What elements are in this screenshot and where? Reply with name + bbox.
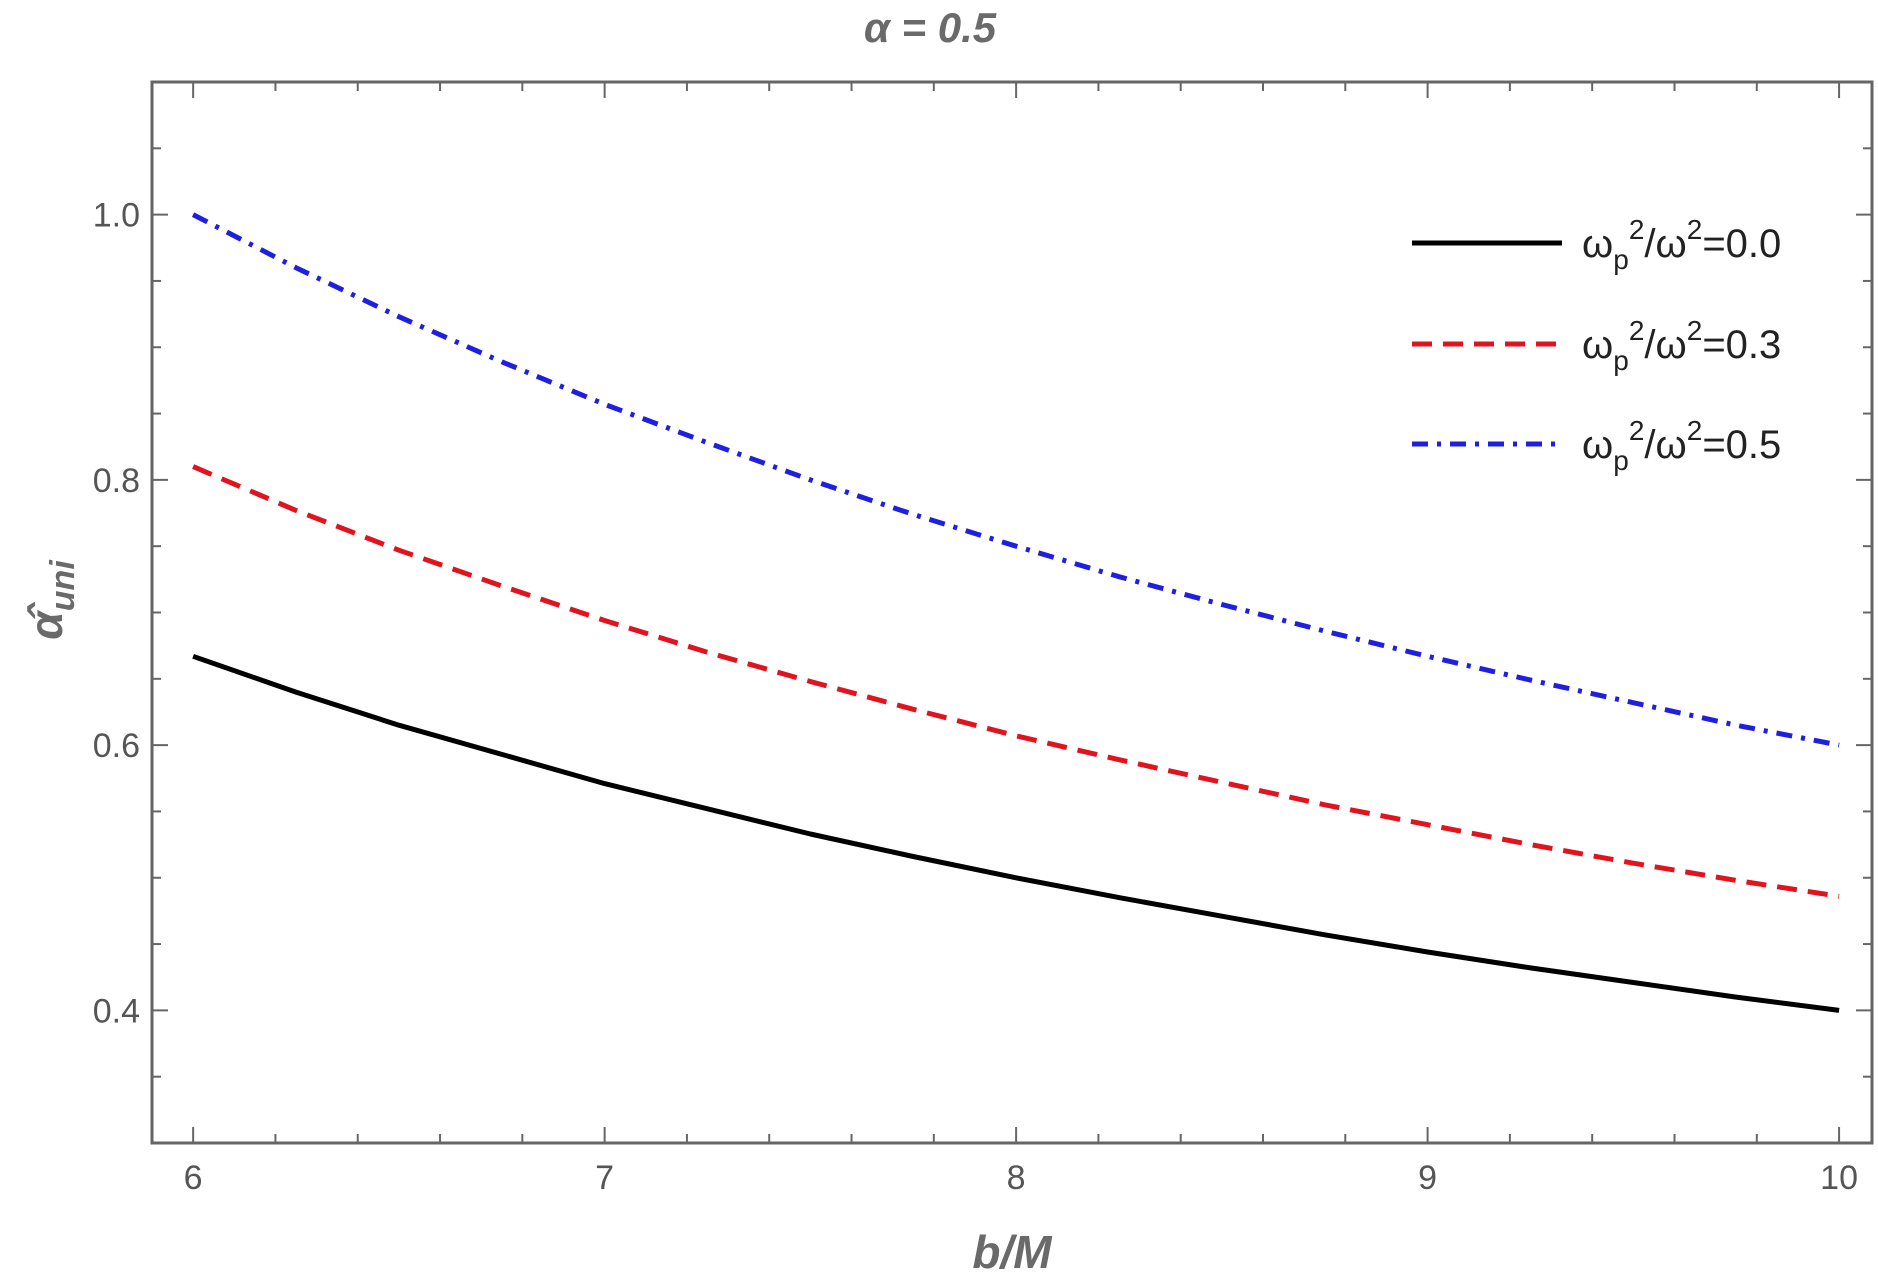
legend-label-1: ωp2/ω2=0.3 [1582, 315, 1781, 376]
series-line-2 [191, 212, 1840, 748]
y-tick-label: 0.8 [93, 462, 140, 500]
plot-frame [150, 80, 1874, 1145]
x-tick-label: 7 [595, 1159, 614, 1197]
y-axis-label-sub: uni [44, 559, 82, 612]
svg-text:α̂uni: α̂uni [20, 559, 82, 640]
x-tick-label: 10 [1820, 1159, 1858, 1197]
chart-title: α = 0.5 [864, 4, 997, 51]
y-tick-label: 0.4 [93, 992, 140, 1030]
y-axis-label: α̂uni [20, 559, 82, 640]
x-axis-label: b/M [972, 1226, 1053, 1273]
legend-label-0: ωp2/ω2=0.0 [1582, 214, 1781, 275]
series-line-0 [192, 653, 1840, 1013]
legend: ωp2/ω2=0.0 ωp2/ω2=0.3 ωp2/ω2=0.5 [1412, 214, 1781, 476]
series-line-1 [192, 464, 1840, 899]
axes: 6 7 8 9 10 0.4 0.6 0.8 1.0 [93, 80, 1874, 1197]
y-tick-label: 0.6 [93, 727, 140, 765]
y-tick-label: 1.0 [93, 197, 140, 235]
legend-label-2: ωp2/ω2=0.5 [1582, 415, 1781, 476]
series-layer [191, 212, 1840, 1013]
x-tick-label: 6 [184, 1159, 203, 1197]
x-tick-label: 9 [1418, 1159, 1437, 1197]
x-tick-label: 8 [1007, 1159, 1026, 1197]
